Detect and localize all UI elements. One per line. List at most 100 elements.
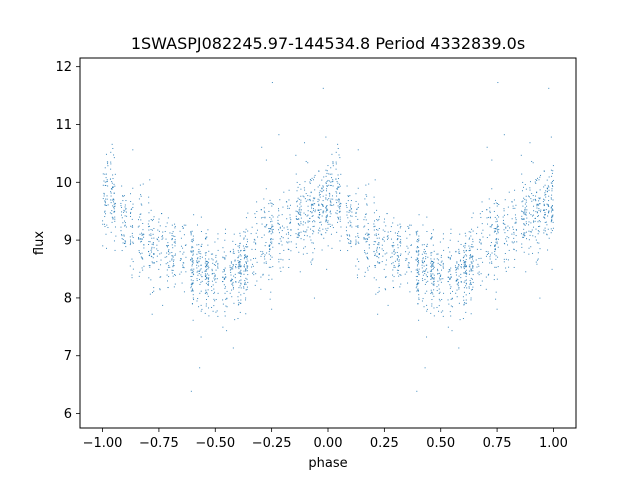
data-point <box>454 265 456 267</box>
data-point <box>265 188 267 190</box>
data-point <box>330 210 331 212</box>
data-point <box>131 218 133 220</box>
data-point <box>551 180 553 182</box>
data-point <box>143 236 145 238</box>
data-point <box>318 229 320 231</box>
data-point <box>121 214 123 216</box>
data-point <box>191 284 193 286</box>
data-point <box>269 248 271 250</box>
data-point <box>298 251 300 253</box>
data-point <box>532 162 534 164</box>
data-point <box>239 271 241 273</box>
data-point <box>319 194 321 196</box>
data-point <box>345 202 347 204</box>
data-point <box>330 201 332 203</box>
data-point <box>125 240 127 242</box>
data-point <box>262 216 264 218</box>
data-point <box>377 261 379 263</box>
data-point <box>122 242 124 244</box>
data-point <box>505 227 507 229</box>
data-point <box>495 249 496 251</box>
data-point <box>468 287 470 289</box>
data-point <box>397 238 399 240</box>
data-point <box>300 221 302 223</box>
data-point <box>528 196 530 198</box>
data-point <box>196 244 198 246</box>
data-point <box>532 195 534 197</box>
data-point <box>196 264 198 266</box>
data-point <box>449 270 451 272</box>
data-point <box>430 258 432 260</box>
data-point <box>431 282 433 284</box>
data-point <box>377 220 379 222</box>
data-point <box>191 257 193 259</box>
data-point <box>254 239 256 241</box>
data-point <box>398 259 400 261</box>
data-point <box>551 209 553 211</box>
data-point <box>123 235 125 237</box>
data-point <box>522 181 524 183</box>
data-point <box>529 181 531 183</box>
data-point <box>464 265 466 267</box>
data-point <box>245 270 247 272</box>
data-point <box>337 216 339 218</box>
data-point <box>110 191 112 193</box>
data-point <box>335 178 337 180</box>
data-point <box>281 236 283 238</box>
data-point <box>244 235 246 237</box>
data-point <box>394 232 396 234</box>
data-point <box>425 258 427 260</box>
data-point <box>288 266 290 268</box>
data-point <box>264 226 266 228</box>
data-point <box>438 288 440 290</box>
data-point <box>304 142 306 144</box>
data-point <box>508 249 510 251</box>
data-point <box>470 297 472 299</box>
data-point <box>378 227 380 229</box>
data-point <box>148 254 150 256</box>
data-point <box>522 236 524 238</box>
data-point <box>237 256 239 258</box>
data-point <box>365 219 367 221</box>
data-point <box>418 294 420 296</box>
data-point <box>410 244 412 246</box>
data-point <box>521 210 523 212</box>
data-point <box>455 274 457 276</box>
data-point <box>450 232 452 234</box>
data-point <box>416 284 418 286</box>
data-point <box>110 168 112 170</box>
data-point <box>106 198 108 200</box>
data-point <box>149 293 151 295</box>
data-point <box>206 291 208 293</box>
data-point <box>447 256 449 258</box>
data-point <box>141 232 142 234</box>
data-point <box>214 241 216 243</box>
data-point <box>544 194 546 196</box>
data-point <box>349 240 351 242</box>
data-point <box>405 259 407 261</box>
data-point <box>149 225 151 227</box>
data-point <box>311 259 313 261</box>
data-point <box>421 253 423 255</box>
data-point <box>193 299 195 301</box>
data-point <box>253 241 255 243</box>
data-point <box>529 231 531 233</box>
data-point <box>522 205 524 207</box>
data-point <box>544 199 546 201</box>
data-point <box>307 205 309 207</box>
data-point <box>486 209 488 211</box>
data-point <box>487 223 489 225</box>
data-point <box>171 238 173 240</box>
data-point <box>537 215 539 217</box>
data-point <box>417 290 419 292</box>
data-point <box>235 243 237 245</box>
data-point <box>298 235 300 237</box>
data-point <box>381 244 383 246</box>
data-point <box>469 237 471 239</box>
data-point <box>295 210 297 212</box>
data-point <box>469 250 471 252</box>
data-point <box>272 228 274 230</box>
data-point <box>192 271 194 273</box>
data-point <box>357 241 359 243</box>
x-tick-label: 0.50 <box>426 436 455 451</box>
